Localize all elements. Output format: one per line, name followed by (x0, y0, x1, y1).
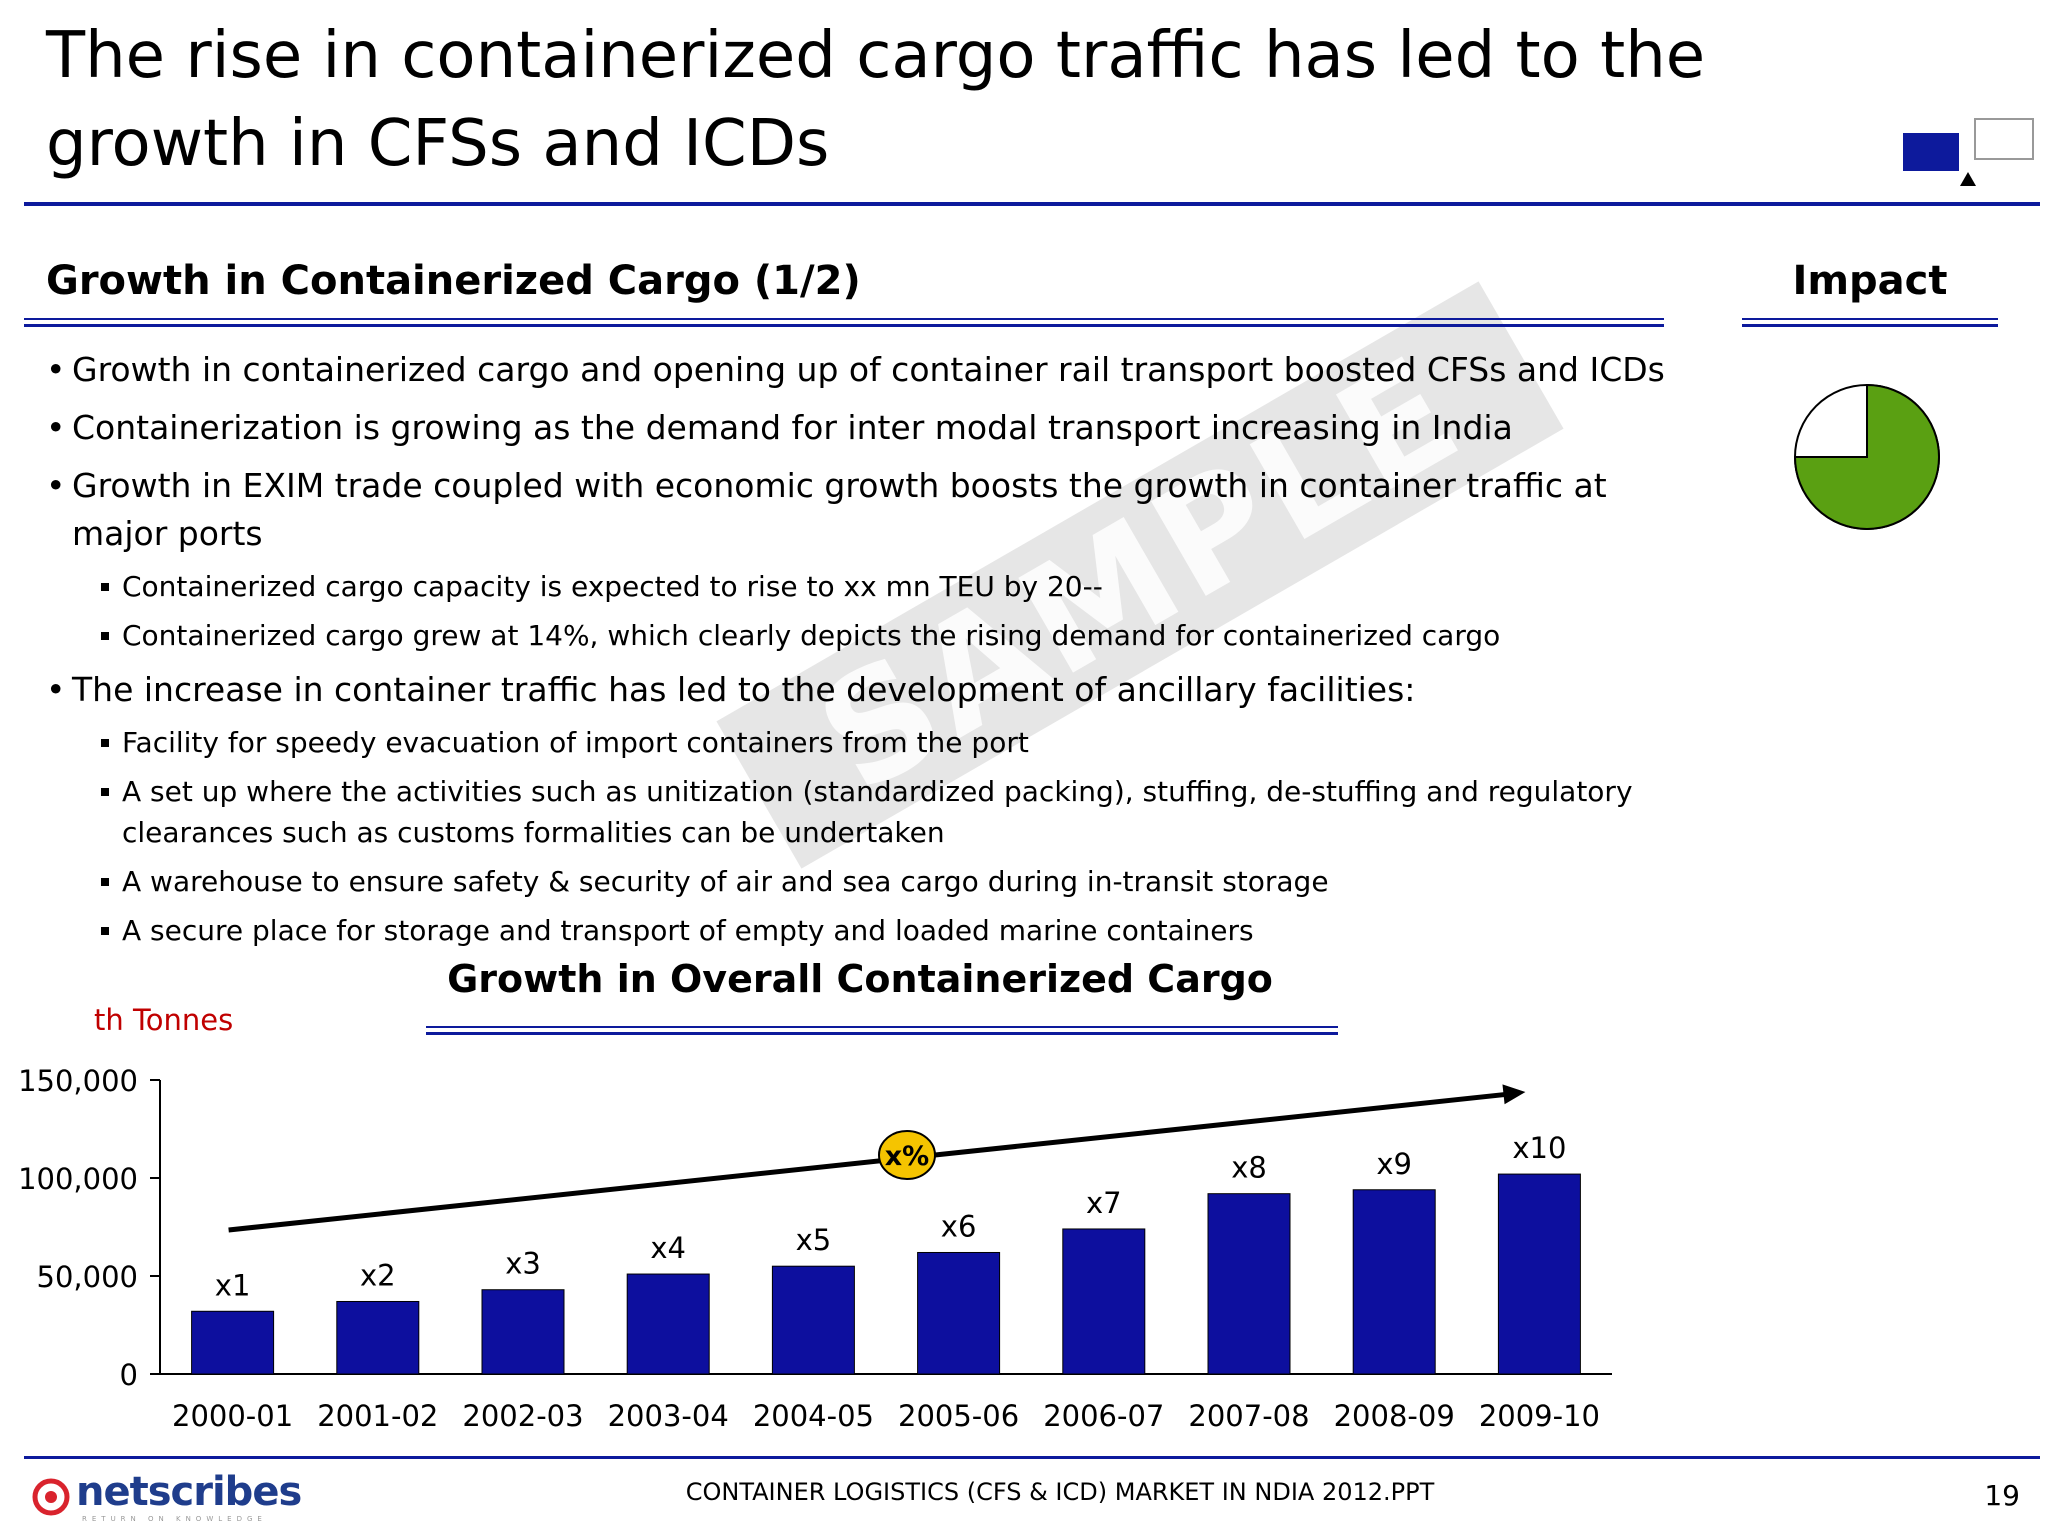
title-divider (24, 202, 2040, 206)
sub-bullet-item: A set up where the activities such as un… (46, 771, 1666, 853)
bullet-item: Growth in EXIM trade coupled with econom… (46, 462, 1666, 558)
bar-data-label: x10 (1512, 1131, 1566, 1165)
netscribes-logo-icon (32, 1478, 70, 1516)
bar-2004-05 (771, 1265, 855, 1375)
balance-logo-fulcrum-icon (1960, 172, 1976, 186)
brand-name: netscribes (76, 1469, 302, 1515)
sub-bullet-item: Containerized cargo capacity is expected… (46, 566, 1666, 607)
bar-2009-10 (1497, 1173, 1581, 1375)
chart-unit-label: th Tonnes (94, 1003, 234, 1037)
bar-data-label: x4 (650, 1231, 686, 1265)
footer-divider (24, 1456, 2040, 1459)
x-tick-label: 2007-08 (1188, 1399, 1309, 1433)
x-tick-label: 2004-05 (753, 1399, 874, 1433)
bar-2000-01 (191, 1310, 275, 1375)
section-heading-rule (24, 318, 1664, 327)
trend-arrow-line (228, 1090, 1518, 1233)
bar-2006-07 (1062, 1228, 1146, 1375)
x-tick-label: 2005-06 (898, 1399, 1019, 1433)
x-tick-label: 2006-07 (1043, 1399, 1164, 1433)
balance-logo-white-box (1974, 118, 2034, 160)
page-number: 19 (1984, 1479, 2020, 1512)
cagr-badge (878, 1130, 936, 1180)
bar-2007-08 (1207, 1193, 1291, 1375)
bullet-item: Growth in containerized cargo and openin… (46, 346, 1666, 394)
sub-bullet-item: A warehouse to ensure safety & security … (46, 861, 1666, 902)
x-tick-label: 2001-02 (317, 1399, 438, 1433)
sub-bullet-item: Containerized cargo grew at 14%, which c… (46, 615, 1666, 656)
bar-data-label: x8 (1231, 1151, 1267, 1185)
bar-2008-09 (1352, 1189, 1436, 1375)
containerized-cargo-bar-chart: 0 50,000 100,000 150,000 x1 2000-01 x2 2001-02 x… (18, 1064, 1612, 1433)
chart-title-rule (426, 1026, 1338, 1035)
bar-data-label: x2 (360, 1258, 396, 1292)
sub-bullet-item: A secure place for storage and transport… (46, 910, 1666, 951)
bar-2003-04 (626, 1273, 710, 1375)
y-tick-label: 100,000 (18, 1162, 138, 1196)
impact-harvey-ball-icon (1793, 383, 1940, 530)
impact-ball-fill (1793, 383, 1940, 530)
bar-data-label: x6 (941, 1209, 977, 1243)
section-heading: Growth in Containerized Cargo (1/2) (46, 258, 861, 304)
x-tick-label: 2008-09 (1334, 1399, 1455, 1433)
y-tick-label: 150,000 (18, 1064, 138, 1098)
bar-2001-02 (336, 1300, 420, 1375)
slide-title: The rise in containerized cargo traffic … (46, 19, 1706, 181)
brand-tagline: RETURN ON KNOWLEDGE (82, 1515, 267, 1523)
y-tick-label: 50,000 (37, 1260, 138, 1294)
bar-2002-03 (481, 1289, 565, 1375)
impact-heading: Impact (1792, 258, 1948, 304)
bar-data-label: x7 (1086, 1186, 1122, 1220)
chart-title: Growth in Overall Containerized Cargo (447, 957, 1273, 1001)
bullet-item: Containerization is growing as the deman… (46, 404, 1666, 452)
x-tick-label: 2000-01 (172, 1399, 293, 1433)
trend-arrow-head-icon (1502, 1084, 1526, 1105)
bar-data-label: x9 (1376, 1147, 1412, 1181)
bullet-list: Growth in containerized cargo and openin… (46, 336, 1666, 951)
x-tick-label: 2009-10 (1479, 1399, 1600, 1433)
x-tick-label: 2003-04 (608, 1399, 729, 1433)
bar-data-label: x3 (505, 1247, 541, 1281)
bar-2005-06 (917, 1251, 1001, 1375)
x-tick-label: 2002-03 (462, 1399, 583, 1433)
sub-bullet-item: Facility for speedy evacuation of import… (46, 722, 1666, 763)
footer-filename: CONTAINER LOGISTICS (CFS & ICD) MARKET I… (685, 1478, 1435, 1506)
impact-heading-rule (1742, 318, 1998, 327)
bar-data-label: x1 (215, 1268, 251, 1302)
y-tick-label: 0 (120, 1358, 138, 1392)
bar-data-label: x5 (796, 1223, 832, 1257)
cagr-badge-label: x% (885, 1141, 929, 1172)
bullet-item: The increase in container traffic has le… (46, 666, 1666, 714)
balance-logo-blue-box (1903, 133, 1959, 171)
